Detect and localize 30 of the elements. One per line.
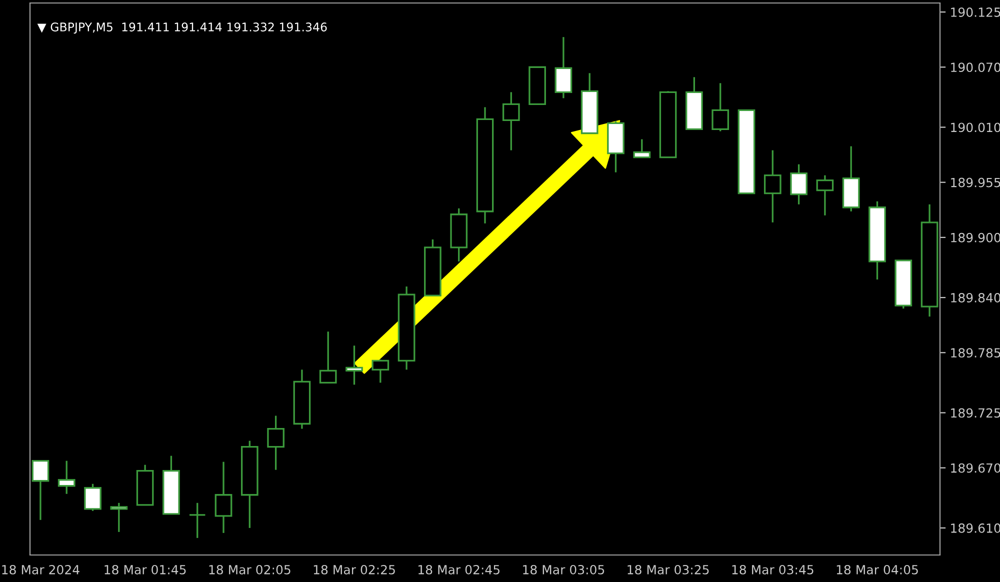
x-tick-label: 18 Mar 02:45 xyxy=(418,564,500,574)
candlestick xyxy=(110,502,128,533)
y-tick-label: 189.785 xyxy=(951,348,1000,358)
candlestick xyxy=(764,149,782,224)
x-tick-label: 18 Mar 04:05 xyxy=(836,564,918,574)
candlestick xyxy=(816,174,834,216)
x-tick-label: 18 Mar 03:05 xyxy=(523,564,604,574)
x-tick-label: 18 Mar 03:45 xyxy=(732,564,814,574)
candlestick xyxy=(346,344,363,386)
candlestick xyxy=(502,91,520,152)
x-tick-label: 18 Mar 02:05 xyxy=(209,564,290,574)
y-tick-label: 190.125 xyxy=(951,7,1000,17)
x-tick-label: 18 Mar 03:25 xyxy=(628,564,709,574)
x-tick-label: 18 Mar 01:45 xyxy=(104,564,186,574)
candlestick xyxy=(790,163,808,206)
candlestick xyxy=(84,483,102,512)
candlestick xyxy=(214,460,232,534)
candlestick xyxy=(712,82,730,132)
candlestick xyxy=(319,330,337,384)
candlestick xyxy=(633,138,651,158)
x-tick-label: 18 Mar 02:25 xyxy=(314,564,395,574)
candlestick xyxy=(58,460,76,495)
text: ▼ GBPJPY,M5 191.411 191.414 191.332 191.346 xyxy=(37,22,327,34)
candlestick xyxy=(32,460,50,521)
y-tick-label: 189.955 xyxy=(951,178,1000,188)
x-tick-label: 18 Mar 2024 xyxy=(2,564,80,574)
candlestick xyxy=(267,414,284,471)
y-tick-label: 189.725 xyxy=(951,408,1000,418)
candlestick xyxy=(188,502,206,539)
candlestick xyxy=(372,358,390,384)
